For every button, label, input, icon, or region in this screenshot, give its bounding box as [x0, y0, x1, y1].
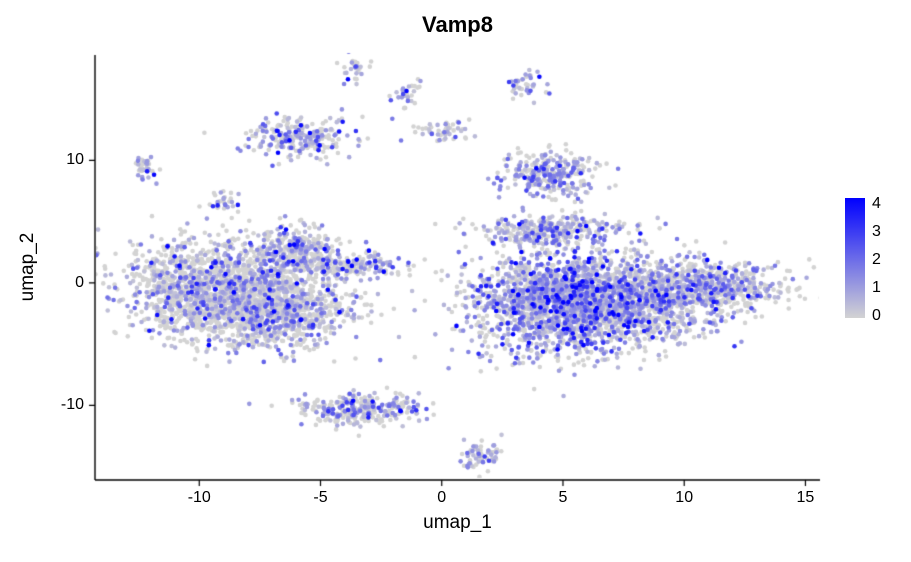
x-tick-label: 5	[558, 489, 568, 506]
y-axis-title: umap_2	[17, 232, 38, 302]
y-tick-label: -10	[60, 396, 84, 414]
legend-gradient-bar	[845, 198, 865, 318]
legend-tick-label: 0	[872, 307, 881, 324]
x-axis-title: umap_1	[423, 512, 492, 533]
x-tick-label: 10	[675, 489, 694, 506]
x-tick-label: -10	[187, 489, 211, 506]
legend-tick-label: 2	[872, 251, 881, 268]
legend-tick-label: 3	[872, 223, 881, 240]
x-tick-label: 0	[437, 489, 447, 506]
legend-tick-label: 4	[872, 195, 881, 212]
y-tick-label: 0	[75, 273, 84, 291]
legend-tick-label: 1	[872, 279, 881, 296]
x-tick-label: 15	[796, 489, 815, 506]
y-tick-label: 10	[66, 151, 84, 169]
x-tick-label: -5	[313, 489, 328, 506]
